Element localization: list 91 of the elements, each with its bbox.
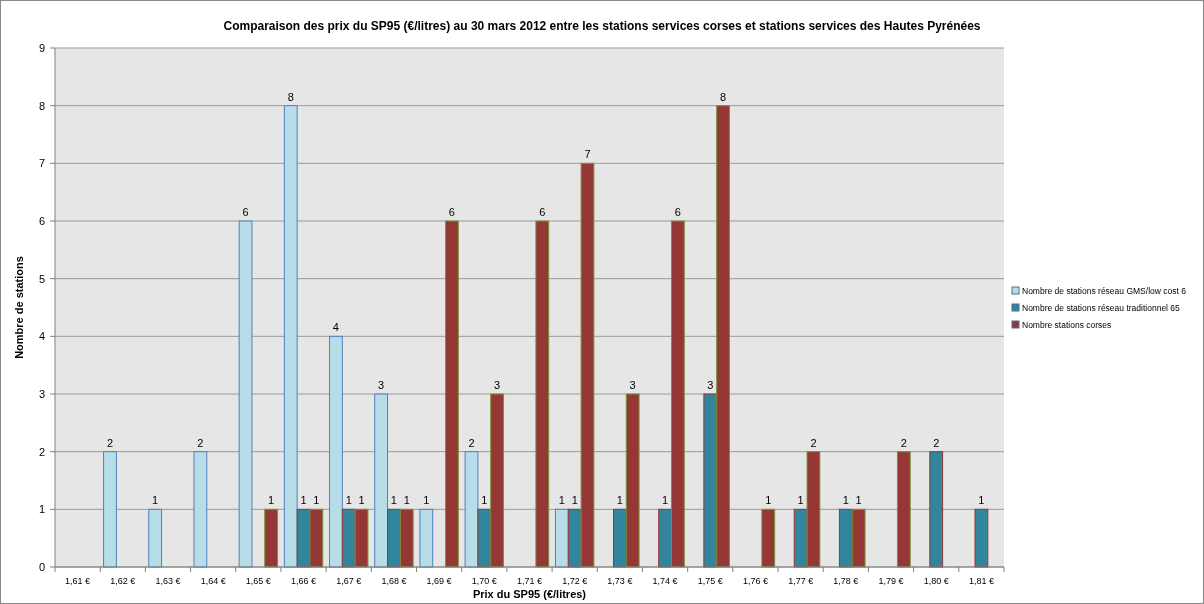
x-tick-label: 1,64 € <box>200 576 226 586</box>
y-tick-label: 0 <box>38 561 45 573</box>
data-label: 1 <box>842 494 849 507</box>
bar <box>238 220 253 568</box>
bar <box>148 508 163 568</box>
data-label: 2 <box>197 436 204 449</box>
data-label: 7 <box>584 148 591 161</box>
x-tick-label: 1,81 € <box>968 576 994 586</box>
bar <box>974 508 989 568</box>
bar <box>283 105 298 568</box>
y-tick-label: 6 <box>38 215 45 227</box>
y-tick-label: 7 <box>38 157 45 170</box>
bar <box>329 335 343 568</box>
bar <box>193 451 208 568</box>
y-tick-label: 1 <box>38 503 45 516</box>
x-tick-label: 1,72 € <box>562 576 588 586</box>
y-axis-title: Nombre de stations <box>13 256 25 359</box>
data-label: 6 <box>674 206 681 218</box>
data-label: 2 <box>810 436 817 449</box>
bar <box>464 451 479 568</box>
data-label: 1 <box>403 494 410 507</box>
x-tick-label: 1,70 € <box>471 576 497 586</box>
data-label: 2 <box>106 436 114 449</box>
data-label: 1 <box>300 494 307 507</box>
bar <box>419 508 434 568</box>
x-tick-label: 1,67 € <box>336 576 362 586</box>
legend-label: Nombre stations corses <box>1022 320 1112 330</box>
data-label: 1 <box>616 494 623 507</box>
x-tick-label: 1,76 € <box>742 576 768 586</box>
data-label: 1 <box>662 494 669 507</box>
data-label: 6 <box>242 206 249 218</box>
y-tick-label: 2 <box>38 445 45 458</box>
x-axis-title: Prix du SP95 (€/litres) <box>472 588 587 600</box>
data-label: 1 <box>358 494 365 507</box>
data-label: 1 <box>345 494 352 507</box>
bar <box>264 508 279 568</box>
x-tick-label: 1,75 € <box>697 576 723 586</box>
x-tick-label: 1,66 € <box>291 576 317 586</box>
data-label: 1 <box>152 494 159 507</box>
data-label: 2 <box>933 436 940 449</box>
data-label: 1 <box>978 494 985 507</box>
legend-label: Nombre de stations réseau GMS/low cost 6 <box>1022 286 1187 296</box>
x-tick-label: 1,73 € <box>607 576 633 586</box>
x-tick-label: 1,71 € <box>516 576 543 586</box>
bar <box>103 451 117 568</box>
x-tick-label: 1,80 € <box>923 576 949 586</box>
data-label: 1 <box>855 494 862 507</box>
data-label: 1 <box>765 494 772 507</box>
data-label: 3 <box>494 379 501 391</box>
x-tick-label: 1,65 € <box>245 576 271 586</box>
data-label: 1 <box>481 494 488 507</box>
y-tick-label: 5 <box>38 272 45 285</box>
data-label: 1 <box>268 494 275 507</box>
data-label: 8 <box>720 90 727 103</box>
data-label: 1 <box>558 494 565 507</box>
bar <box>445 220 459 568</box>
data-label: 1 <box>571 494 578 507</box>
bar <box>554 508 569 568</box>
x-tick-label: 1,78 € <box>833 576 859 586</box>
data-label: 6 <box>448 206 455 218</box>
bar <box>535 220 550 568</box>
data-label: 1 <box>797 494 804 507</box>
x-tick-label: 1,77 € <box>788 576 814 586</box>
x-tick-label: 1,62 € <box>110 576 136 586</box>
x-tick-label: 1,74 € <box>652 576 678 586</box>
data-label: 3 <box>629 379 636 391</box>
y-tick-label: 3 <box>38 388 45 400</box>
data-label: 4 <box>332 321 339 334</box>
data-label: 3 <box>707 379 714 391</box>
data-label: 3 <box>378 379 385 391</box>
data-label: 1 <box>423 494 430 507</box>
y-tick-label: 8 <box>38 99 45 112</box>
data-label: 1 <box>390 494 397 507</box>
bar <box>761 508 776 568</box>
bar <box>929 451 944 568</box>
bar <box>896 451 911 568</box>
x-tick-label: 1,63 € <box>155 576 181 586</box>
data-label: 2 <box>900 436 907 449</box>
legend-label: Nombre de stations réseau traditionnel 65 <box>1022 303 1181 313</box>
data-label: 6 <box>539 206 546 218</box>
chart-title: Comparaison des prix du SP95 (€/litres) au 30 mars 2012 entre les stations services corses et stations services des Hautes Pyrénées <box>223 19 981 33</box>
data-label: 1 <box>313 494 320 507</box>
bar <box>374 393 389 568</box>
x-tick-label: 1,79 € <box>878 576 904 586</box>
y-tick-label: 9 <box>38 42 45 54</box>
x-tick-label: 1,69 € <box>426 576 452 586</box>
y-tick-label: 4 <box>38 330 45 343</box>
x-tick-label: 1,68 € <box>381 576 407 586</box>
data-label: 8 <box>287 90 294 103</box>
data-label: 2 <box>468 436 475 449</box>
x-tick-label: 1,61 € <box>65 576 91 586</box>
